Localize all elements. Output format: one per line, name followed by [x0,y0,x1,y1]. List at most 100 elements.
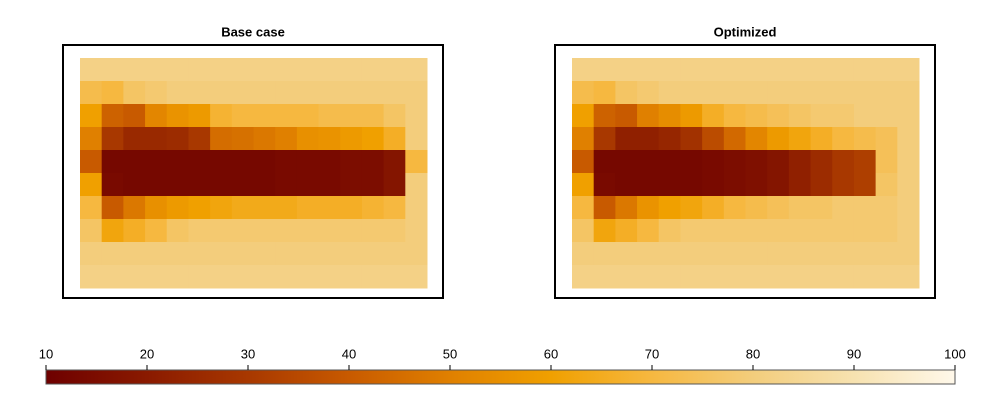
heatmap-cell [767,127,790,151]
heatmap-cell [810,173,833,197]
heatmap-cell [615,81,638,105]
heatmap-cell [383,58,406,82]
heatmap-cell [853,265,877,289]
heatmap-cell [875,196,898,220]
heatmap-cell [810,104,833,128]
heatmap-cell [767,81,790,105]
heatmap-cell [875,219,898,243]
heatmap-cell [572,150,595,174]
heatmap-cell [810,127,833,151]
heatmap-cell [231,173,254,197]
heatmap-cell [832,104,855,128]
panel-frame [62,44,444,299]
heatmap-cell [615,173,638,197]
heatmap-cell [405,196,428,220]
heatmap-cell [275,150,298,174]
colorbar-tick-label: 40 [342,346,356,361]
heatmap-cell [745,173,768,197]
heatmap-cell [897,127,920,151]
heatmap-cell [637,58,660,82]
heatmap-cell [593,173,616,197]
heatmap-cell [123,242,146,266]
heatmap-cell [572,219,595,243]
heatmap-cell [572,265,595,289]
heatmap-cell [637,196,660,220]
heatmap-cell [572,242,595,266]
heatmap-cell [702,219,725,243]
heatmap-cell [80,127,103,151]
heatmap-cell [296,173,320,197]
heatmap-cell [80,265,103,289]
heatmap-cell [80,150,103,174]
heatmap-cell [296,104,320,128]
heatmap-cell [123,196,146,220]
heatmap-cell [145,81,168,105]
heatmap-cell [680,104,703,128]
heatmap-cell [637,173,660,197]
heatmap-cell [702,242,725,266]
heatmap-cell [166,58,189,82]
heatmap-cell [810,196,833,220]
heatmap-cell [853,58,877,82]
heatmap-cell [188,150,211,174]
heatmap-cell [788,265,812,289]
heatmap-cell [680,150,703,174]
heatmap-cell [680,242,703,266]
heatmap-cell [680,81,703,105]
colorbar-tick-label: 10 [39,346,53,361]
heatmap-cell [767,173,790,197]
heatmap-cell [383,173,406,197]
heatmap-cell [405,265,428,289]
heatmap-cell [723,265,746,289]
colorbar-tick-label: 80 [746,346,760,361]
heatmap-cell [340,150,363,174]
heatmap-cell [253,104,276,128]
heatmap-cell [875,265,898,289]
heatmap-cell [593,219,616,243]
heatmap-cell [296,150,320,174]
heatmap-cell [145,173,168,197]
heatmap-cell [615,242,638,266]
heatmap-cell [231,104,254,128]
heatmap-cell [318,265,341,289]
heatmap-cell [383,127,406,151]
heatmap-cell [702,150,725,174]
heatmap-cell [637,219,660,243]
heatmap-cell [680,58,703,82]
heatmap-cell [188,127,211,151]
heatmap-cell [897,104,920,128]
heatmap-cell [361,58,385,82]
heatmap-cell [680,127,703,151]
heatmap-cell [101,242,124,266]
heatmap-cell [296,58,320,82]
heatmap-cell [658,242,681,266]
heatmap-cell [702,104,725,128]
heatmap-cell [658,150,681,174]
heatmap-cell [361,242,385,266]
heatmap-cell [788,173,812,197]
heatmap-cell [188,173,211,197]
heatmap-cell [767,150,790,174]
heatmap-cell [897,242,920,266]
heatmap-cell [723,127,746,151]
heatmap-cell [723,104,746,128]
heatmap-cell [318,104,341,128]
heatmap-cell [210,196,233,220]
heatmap-cell [231,219,254,243]
heatmap-cell [123,219,146,243]
heatmap-cell [253,173,276,197]
heatmap-cell [658,196,681,220]
heatmap-cell [253,265,276,289]
heatmap-cell [593,196,616,220]
heatmap-cell [340,127,363,151]
heatmap-cell [166,265,189,289]
heatmap-cell [593,242,616,266]
heatmap-cell [231,150,254,174]
heatmap-cell [853,150,877,174]
heatmap-cell [615,196,638,220]
heatmap-cell [166,196,189,220]
heatmap-cell [875,127,898,151]
heatmap-cell [875,173,898,197]
heatmap-cell [340,173,363,197]
heatmap-cell [897,150,920,174]
